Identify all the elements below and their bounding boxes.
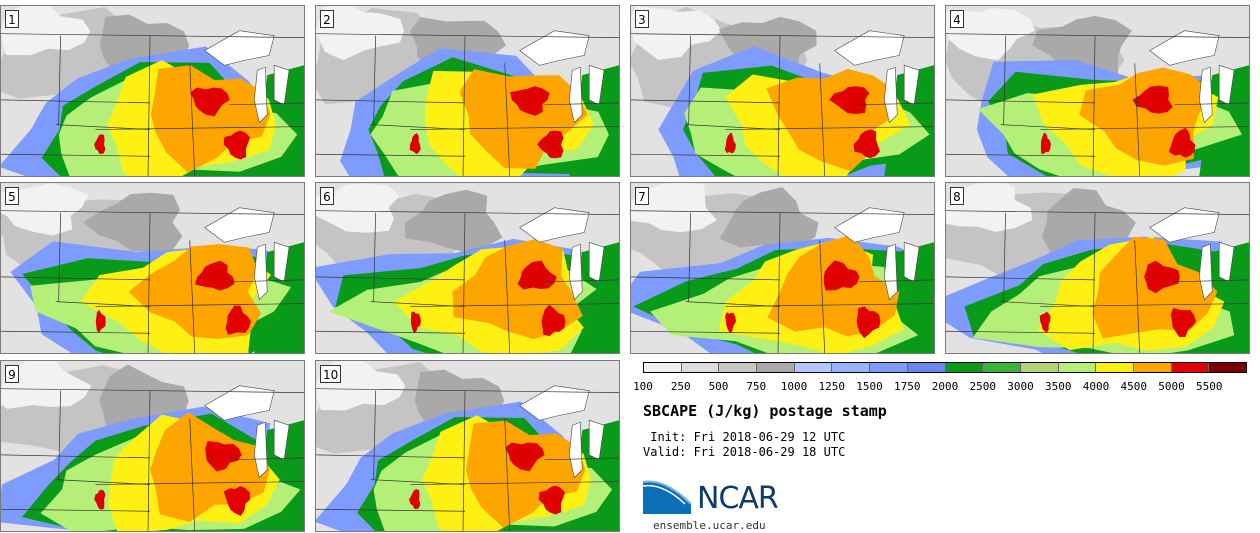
- member-label: 4: [950, 10, 964, 28]
- colorbar-segment: [1058, 363, 1097, 372]
- colorbar-tick-label: 1250: [818, 380, 846, 393]
- colorbar-tick-label: 5000: [1158, 380, 1185, 393]
- sbcape-map: [631, 6, 934, 176]
- sbcape-map: [316, 361, 619, 531]
- map-panel-8: 8: [945, 182, 1250, 354]
- member-label: 6: [320, 187, 334, 205]
- map-panel-7: 7: [630, 182, 935, 354]
- colorbar-segment: [1209, 363, 1246, 372]
- member-label: 2: [320, 10, 334, 28]
- member-label: 1: [5, 10, 19, 28]
- member-label: 8: [950, 187, 964, 205]
- ncar-logo-text: NCAR: [697, 481, 779, 516]
- colorbar: [643, 362, 1247, 373]
- colorbar-tick-label: 4000: [1082, 380, 1110, 393]
- colorbar-tick-label: 750: [746, 380, 767, 393]
- map-panel-3: 3: [630, 5, 935, 177]
- colorbar-tick-label: 3500: [1045, 380, 1072, 393]
- colorbar-segment: [681, 363, 720, 372]
- colorbar-segment: [983, 363, 1021, 372]
- colorbar-segment: [832, 363, 871, 372]
- colorbar-tick-label: 500: [708, 380, 729, 393]
- colorbar-tick-label: 4500: [1120, 380, 1148, 393]
- member-label: 9: [5, 365, 19, 383]
- member-label: 5: [5, 187, 19, 205]
- colorbar-tick-label: 1750: [894, 380, 921, 393]
- map-panel-6: 6: [315, 182, 620, 354]
- sbcape-map: [316, 183, 619, 353]
- sbcape-map: [946, 183, 1249, 353]
- sbcape-map: [946, 6, 1249, 176]
- map-panel-5: 5: [0, 182, 305, 354]
- colorbar-segment: [907, 363, 946, 372]
- map-panel-4: 4: [945, 5, 1250, 177]
- sbcape-map: [1, 361, 304, 531]
- map-panel-2: 2: [315, 5, 620, 177]
- colorbar-segment: [870, 363, 908, 372]
- colorbar-tick-label: 2500: [969, 380, 997, 393]
- map-panel-9: 9: [0, 360, 305, 532]
- colorbar-segment: [1133, 363, 1172, 372]
- sbcape-map: [1, 183, 304, 353]
- member-label: 10: [320, 365, 342, 383]
- colorbar-ticks: 100 250 500 750 1000 1250 1500 1750 2000 2500 3000…: [633, 380, 1247, 394]
- colorbar-tick-label: 1500: [856, 380, 883, 393]
- sbcape-map: [316, 6, 619, 176]
- colorbar-segment: [757, 363, 795, 372]
- colorbar-segment: [945, 363, 984, 372]
- colorbar-tick-label: 3000: [1007, 380, 1034, 393]
- site-url: ensemble.ucar.edu: [653, 519, 766, 532]
- colorbar-tick-label: 1000: [780, 380, 808, 393]
- sbcape-map: [1, 6, 304, 176]
- init-time: Init: Fri 2018-06-29 12 UTC: [643, 430, 846, 444]
- colorbar-tick-label: 5500: [1196, 380, 1223, 393]
- colorbar-tick-label: 100: [633, 380, 653, 393]
- valid-time: Valid: Fri 2018-06-29 18 UTC: [643, 445, 846, 459]
- sbcape-map: [631, 183, 934, 353]
- colorbar-segment: [644, 363, 682, 372]
- colorbar-tick-label: 2000: [931, 380, 959, 393]
- colorbar-segment: [1020, 363, 1059, 372]
- colorbar-segment: [1096, 363, 1134, 372]
- member-label: 7: [635, 187, 649, 205]
- map-panel-1: 1: [0, 5, 305, 177]
- member-label: 3: [635, 10, 649, 28]
- colorbar-segment: [719, 363, 758, 372]
- colorbar-tick-label: 250: [670, 380, 691, 393]
- colorbar-segment: [1171, 363, 1210, 372]
- colorbar-segment: [794, 363, 833, 372]
- figure-title: SBCAPE (J/kg) postage stamp: [643, 402, 887, 420]
- map-panel-10: 10: [315, 360, 620, 532]
- ncar-logo-icon: [643, 480, 692, 514]
